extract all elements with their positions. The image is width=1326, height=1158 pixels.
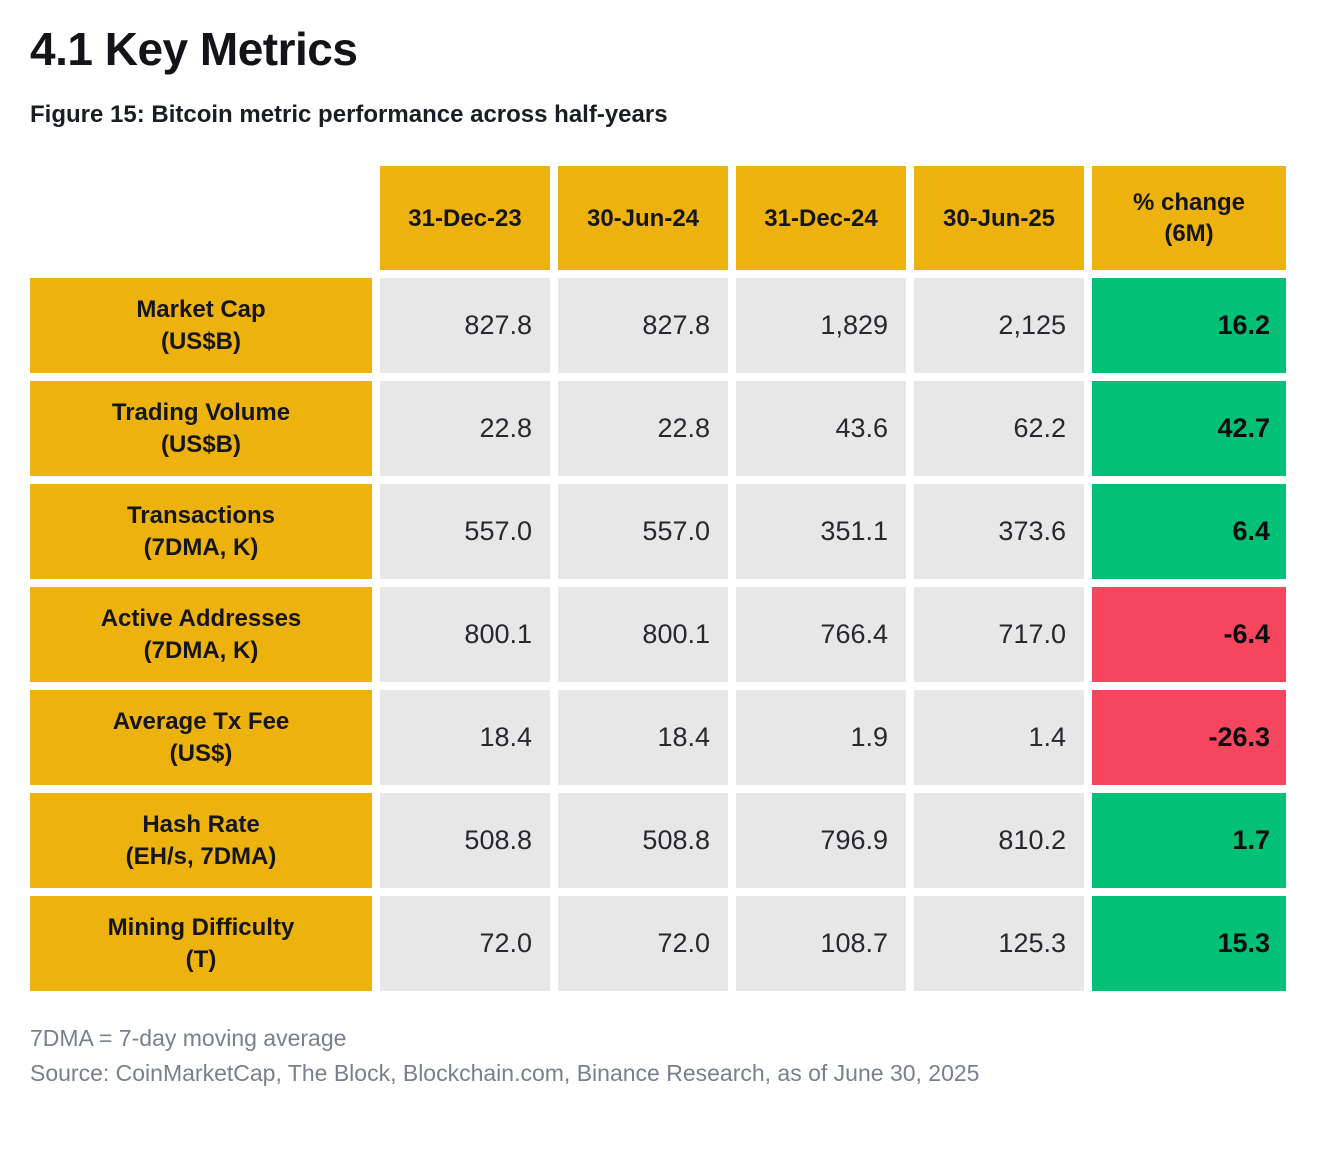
source-line: Source: CoinMarketCap, The Block, Blockc… bbox=[30, 1060, 980, 1086]
column-header-pct-change: % change (6M) bbox=[1092, 166, 1286, 270]
table-cell: 62.2 bbox=[914, 381, 1084, 476]
table-cell: 796.9 bbox=[736, 793, 906, 888]
table-cell: 557.0 bbox=[558, 484, 728, 579]
table-cell: 72.0 bbox=[558, 896, 728, 991]
table-cell: 18.4 bbox=[380, 690, 550, 785]
table-cell: 351.1 bbox=[736, 484, 906, 579]
pct-change-cell: 42.7 bbox=[1092, 381, 1286, 476]
table-cell: 717.0 bbox=[914, 587, 1084, 682]
row-label-transactions: Transactions (7DMA, K) bbox=[30, 484, 372, 579]
pct-change-cell: -6.4 bbox=[1092, 587, 1286, 682]
table-cell: 18.4 bbox=[558, 690, 728, 785]
page-title: 4.1 Key Metrics bbox=[30, 23, 358, 75]
table-cell: 2,125 bbox=[914, 278, 1084, 373]
column-header-30-jun-25: 30-Jun-25 bbox=[914, 166, 1084, 270]
row-label-mining-difficulty: Mining Difficulty (T) bbox=[30, 896, 372, 991]
table-cell: 22.8 bbox=[558, 381, 728, 476]
figure-caption: Figure 15: Bitcoin metric performance ac… bbox=[30, 101, 668, 128]
row-label-market-cap: Market Cap (US$B) bbox=[30, 278, 372, 373]
table-cell: 1.9 bbox=[736, 690, 906, 785]
report-page: 4.1 Key Metrics Figure 15: Bitcoin metri… bbox=[30, 23, 1296, 1091]
metrics-table: 31-Dec-23 30-Jun-24 31-Dec-24 30-Jun-25 … bbox=[30, 166, 1296, 991]
column-header-31-dec-24: 31-Dec-24 bbox=[736, 166, 906, 270]
row-label-trading-volume: Trading Volume (US$B) bbox=[30, 381, 372, 476]
table-cell: 72.0 bbox=[380, 896, 550, 991]
table-cell: 557.0 bbox=[380, 484, 550, 579]
pct-change-cell: 6.4 bbox=[1092, 484, 1286, 579]
row-label-active-addresses: Active Addresses (7DMA, K) bbox=[30, 587, 372, 682]
table-cell: 125.3 bbox=[914, 896, 1084, 991]
table-cell: 508.8 bbox=[558, 793, 728, 888]
table-cell: 108.7 bbox=[736, 896, 906, 991]
pct-change-cell: -26.3 bbox=[1092, 690, 1286, 785]
table-cell: 800.1 bbox=[380, 587, 550, 682]
pct-change-cell: 1.7 bbox=[1092, 793, 1286, 888]
pct-change-cell: 15.3 bbox=[1092, 896, 1286, 991]
table-cell: 373.6 bbox=[914, 484, 1084, 579]
row-label-hash-rate: Hash Rate (EH/s, 7DMA) bbox=[30, 793, 372, 888]
table-cell: 22.8 bbox=[380, 381, 550, 476]
column-header-30-jun-24: 30-Jun-24 bbox=[558, 166, 728, 270]
table-cell: 1,829 bbox=[736, 278, 906, 373]
row-label-average-tx-fee: Average Tx Fee (US$) bbox=[30, 690, 372, 785]
table-corner-spacer bbox=[30, 166, 372, 270]
table-cell: 766.4 bbox=[736, 587, 906, 682]
footnote-7dma: 7DMA = 7-day moving average bbox=[30, 1025, 347, 1051]
table-cell: 800.1 bbox=[558, 587, 728, 682]
table-cell: 827.8 bbox=[558, 278, 728, 373]
table-cell: 827.8 bbox=[380, 278, 550, 373]
table-cell: 508.8 bbox=[380, 793, 550, 888]
table-footer: 7DMA = 7-day moving average Source: Coin… bbox=[30, 1021, 1296, 1091]
pct-change-cell: 16.2 bbox=[1092, 278, 1286, 373]
table-cell: 810.2 bbox=[914, 793, 1084, 888]
column-header-31-dec-23: 31-Dec-23 bbox=[380, 166, 550, 270]
table-cell: 43.6 bbox=[736, 381, 906, 476]
table-cell: 1.4 bbox=[914, 690, 1084, 785]
